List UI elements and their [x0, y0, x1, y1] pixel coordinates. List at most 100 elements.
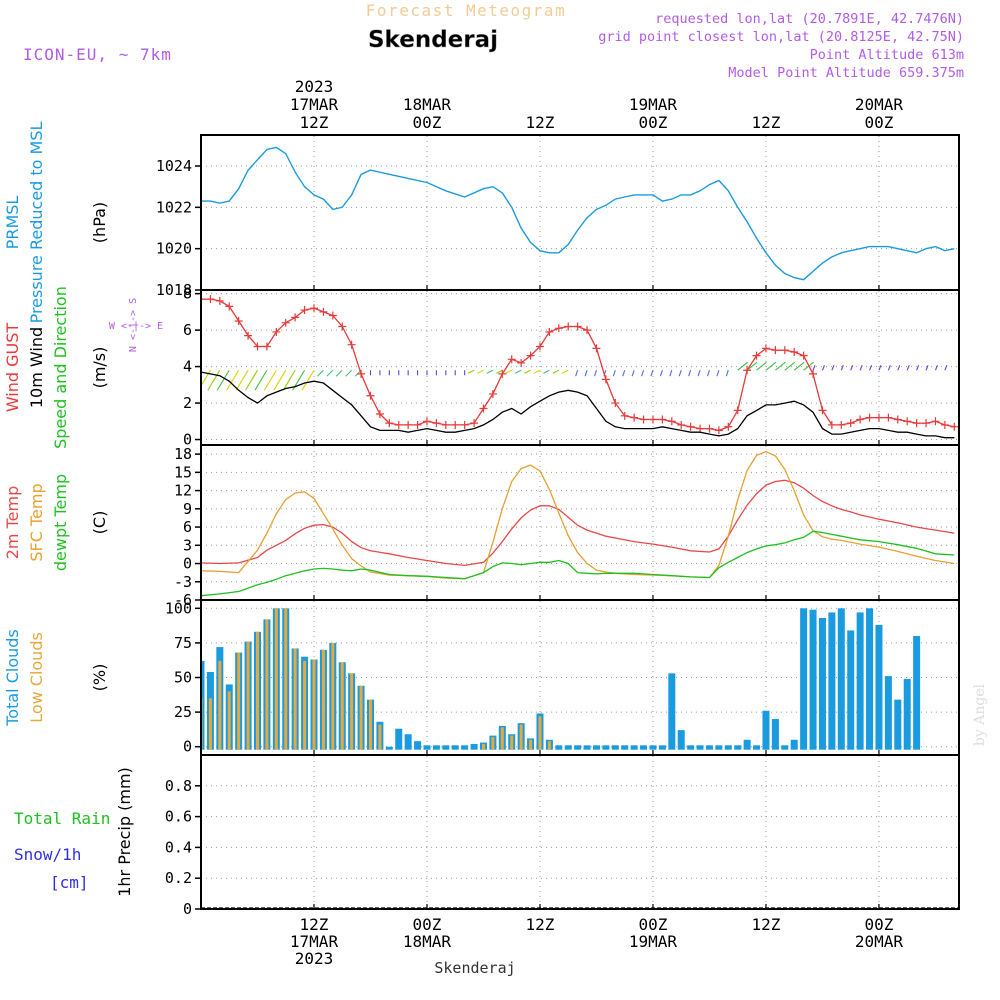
top-tick-label: 12Z — [526, 113, 555, 132]
total-cloud-bar — [395, 728, 403, 750]
gust-marker — [752, 351, 761, 360]
total-cloud-bar — [404, 734, 412, 750]
wind-arrow — [887, 365, 891, 371]
compass-we-label: W <-|-> E — [109, 321, 163, 332]
gust-marker — [865, 413, 874, 422]
total-cloud-bar — [734, 745, 742, 750]
gust-marker — [460, 420, 469, 429]
bottom-tick-label: 12Z — [526, 915, 555, 934]
total-cloud-bar — [781, 745, 789, 750]
gust-marker — [743, 366, 752, 375]
gust-marker — [667, 417, 676, 426]
precip-legend-label: Total Rain — [14, 809, 110, 828]
y-tick-label: 15 — [174, 463, 192, 481]
location-title: Skenderaj — [368, 27, 498, 53]
gust-marker — [648, 415, 657, 424]
gust-marker — [677, 420, 686, 429]
gust-marker — [451, 420, 460, 429]
low-cloud-bar — [321, 649, 325, 750]
gust-marker — [262, 342, 271, 351]
bottom-tick-label: 00Z — [413, 915, 442, 934]
low-cloud-bar — [491, 737, 495, 750]
low-cloud-bar — [237, 652, 241, 750]
y-axis-label: (%) — [90, 664, 109, 692]
panel-frame — [200, 754, 960, 910]
low-cloud-bar — [246, 641, 250, 750]
gust-marker — [201, 295, 205, 304]
low-cloud-bar — [547, 741, 551, 750]
gust-marker — [780, 346, 789, 355]
low-cloud-bar — [350, 673, 354, 750]
total-cloud-bar — [451, 745, 459, 750]
gust-marker — [272, 327, 281, 336]
gust-marker — [592, 344, 601, 353]
gust-marker — [903, 417, 912, 426]
top-tick-label: 17MAR — [290, 95, 339, 114]
bottom-tick-label: 18MAR — [403, 932, 452, 951]
total-cloud-bar — [771, 719, 779, 750]
bottom-tick-label: 17MAR — [290, 932, 339, 951]
wind-arrow — [756, 361, 767, 371]
gust-marker — [620, 411, 629, 420]
dewpt-temp-line — [201, 530, 955, 597]
total-cloud-bar — [903, 678, 911, 750]
low-cloud-bar — [274, 608, 278, 750]
top-tick-label: 19MAR — [629, 95, 678, 114]
y-tick-label: 18 — [174, 445, 192, 463]
total-cloud-bar — [800, 608, 808, 750]
wind-arrow — [477, 369, 484, 374]
gust-marker — [583, 326, 592, 335]
gust-marker — [498, 369, 507, 378]
y-axis-label: (hPa) — [90, 202, 109, 243]
precip-legend-label: Snow/1h — [14, 845, 81, 864]
y-tick-label: 12 — [174, 482, 192, 500]
bottom-tick-label: 12Z — [300, 915, 329, 934]
bottom-tick-label: 00Z — [639, 915, 668, 934]
wind-arrow — [543, 369, 550, 374]
grid-point-coords: grid point closest lon,lat (20.8125E, 42… — [598, 29, 964, 45]
y-tick-label: 6 — [183, 518, 192, 536]
wind-arrow — [226, 369, 240, 391]
total-cloud-bar — [743, 739, 751, 750]
wind-arrow — [775, 361, 786, 371]
gust-marker — [526, 351, 535, 360]
total-cloud-bar — [828, 612, 836, 750]
y-tick-label: -3 — [174, 573, 192, 591]
wind-arrow — [622, 370, 626, 377]
low-cloud-bar — [255, 631, 259, 750]
gust-marker — [611, 399, 620, 408]
low-cloud-bar — [359, 685, 363, 750]
bottom-tick-label: 19MAR — [629, 932, 678, 951]
y-tick-label: 8 — [183, 285, 192, 303]
gust-marker — [761, 344, 770, 353]
panel-legend-label: Pressure Reduced to MSL — [27, 121, 46, 323]
gust-marker — [413, 420, 422, 429]
wind-arrow — [561, 369, 569, 374]
low-cloud-bar — [312, 659, 316, 750]
wind-arrow — [697, 370, 701, 377]
total-cloud-bar — [884, 676, 892, 750]
panel-frame — [200, 134, 960, 291]
total-cloud-bar — [592, 745, 600, 750]
panel-precipitation: 0 0.2 0.4 0.6 0.8 Total Rain Snow/1h [cm] 1hr Pr… — [14, 754, 960, 918]
forecast-label: Forecast Meteogram — [366, 1, 566, 20]
low-cloud-bar — [368, 699, 372, 750]
y-axis-label: 1hr Precip (mm) — [115, 767, 134, 897]
wind-arrow — [584, 370, 588, 377]
total-cloud-bar — [837, 608, 845, 750]
wind-arrow — [678, 370, 682, 377]
low-cloud-bar — [378, 724, 382, 750]
total-cloud-bar — [602, 745, 610, 750]
gust-marker — [432, 419, 441, 428]
point-altitude: Point Altitude 613m — [810, 47, 964, 63]
total-cloud-bar — [809, 609, 817, 750]
pressure-line — [201, 146, 955, 281]
wind-speed-line — [201, 371, 955, 439]
total-cloud-bar — [658, 745, 666, 750]
gust-marker — [309, 304, 318, 313]
gust-marker — [714, 426, 723, 435]
bottom-tick-label: 20MAR — [855, 932, 904, 951]
gust-marker — [300, 306, 309, 315]
total-cloud-bar — [856, 612, 864, 750]
low-cloud-bar — [284, 608, 288, 750]
